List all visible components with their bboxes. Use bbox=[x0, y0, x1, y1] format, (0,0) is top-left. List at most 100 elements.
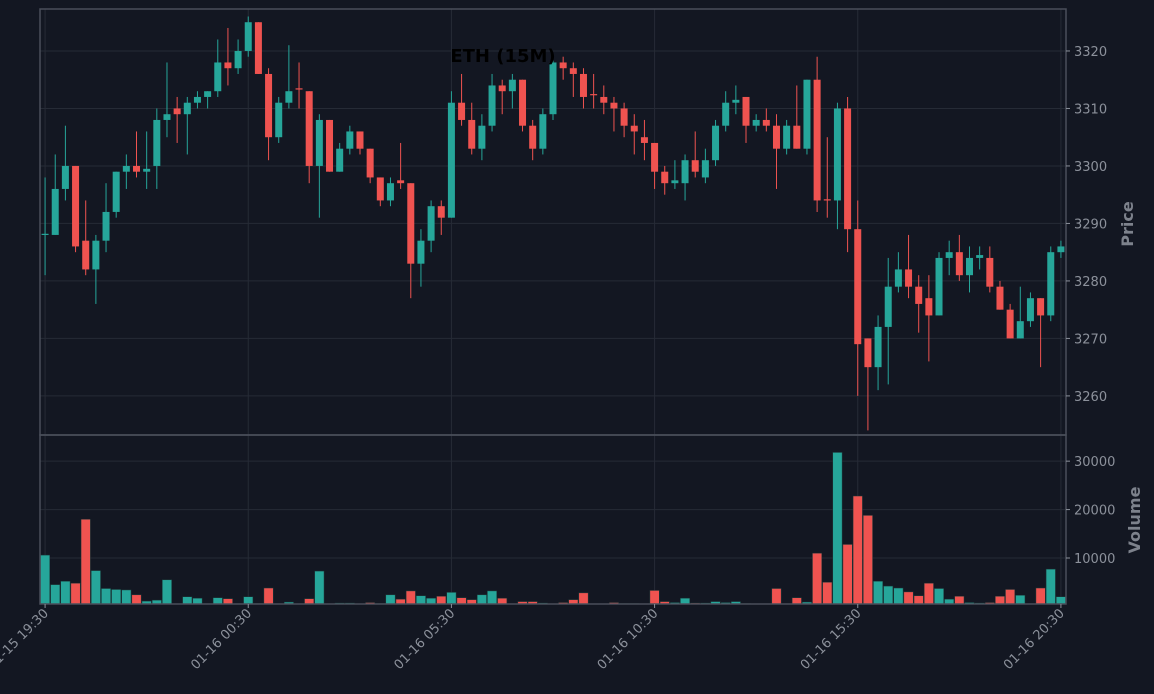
candle-body bbox=[498, 85, 506, 92]
volume-bar bbox=[832, 452, 843, 605]
volume-bar bbox=[995, 596, 1005, 605]
volume-bar bbox=[212, 597, 223, 605]
candle-body bbox=[386, 183, 394, 201]
volume-bar bbox=[954, 596, 965, 605]
y-tick-label: 3280 bbox=[1074, 275, 1107, 290]
candle-body bbox=[265, 73, 273, 138]
volume-bar bbox=[1005, 589, 1016, 605]
candle-body bbox=[1057, 246, 1065, 253]
candle-body bbox=[122, 165, 130, 172]
candle-body bbox=[783, 125, 791, 149]
volume-bar bbox=[304, 598, 315, 605]
candle-body bbox=[803, 79, 811, 149]
candle-body bbox=[823, 199, 831, 201]
volume-bar bbox=[70, 582, 81, 605]
volume-bar bbox=[1035, 587, 1046, 605]
candle-body bbox=[894, 269, 902, 287]
candle-body bbox=[722, 102, 730, 126]
candle-body bbox=[407, 183, 415, 264]
volume-bar bbox=[162, 579, 172, 605]
candle-body bbox=[254, 22, 262, 74]
volume-bar bbox=[487, 590, 497, 605]
volume-bar bbox=[314, 570, 325, 605]
candle-body bbox=[376, 177, 384, 201]
candle-body bbox=[752, 119, 760, 126]
candle-body bbox=[478, 125, 486, 149]
candle-body bbox=[326, 119, 334, 172]
chart-title: ETH (15M) bbox=[450, 46, 555, 67]
candle-body bbox=[539, 114, 547, 149]
candle-body bbox=[51, 188, 59, 235]
candle-body bbox=[630, 125, 638, 132]
volume-bar bbox=[436, 596, 447, 605]
candle-body bbox=[681, 160, 689, 184]
candle-body bbox=[976, 255, 984, 258]
volume-bar bbox=[934, 588, 944, 605]
candle-body bbox=[427, 206, 435, 241]
candle-body bbox=[772, 125, 780, 149]
volume-bar bbox=[50, 584, 61, 605]
candle-body bbox=[305, 91, 313, 166]
volume-bar bbox=[121, 589, 132, 605]
volume-bar bbox=[822, 581, 833, 605]
candle-body bbox=[620, 108, 628, 126]
volume-bar bbox=[680, 597, 690, 605]
candle-body bbox=[468, 119, 476, 149]
y-tick-label: 3310 bbox=[1074, 102, 1107, 117]
candle-body bbox=[285, 91, 293, 103]
volume-bar bbox=[263, 587, 274, 605]
candle-body bbox=[600, 96, 608, 103]
candle-body bbox=[295, 88, 303, 90]
volume-bar bbox=[405, 590, 416, 605]
candle-body bbox=[915, 286, 923, 304]
volume-bar bbox=[903, 591, 914, 605]
volume-bar bbox=[426, 597, 437, 605]
candle-body bbox=[701, 160, 709, 178]
candle-body bbox=[133, 165, 141, 172]
candle-body bbox=[549, 62, 557, 115]
candle-body bbox=[905, 269, 913, 287]
candle-body bbox=[72, 165, 80, 247]
candle-body bbox=[996, 286, 1004, 310]
y-tick-label: 3260 bbox=[1074, 390, 1107, 405]
candle-body bbox=[82, 240, 90, 270]
volume-bar bbox=[111, 589, 122, 605]
volume-bar bbox=[40, 554, 51, 605]
candle-body bbox=[1006, 309, 1014, 339]
volume-bar bbox=[842, 544, 853, 605]
candle-body bbox=[488, 85, 496, 126]
volume-bar bbox=[385, 594, 396, 605]
candle-body bbox=[610, 102, 618, 109]
candle-body bbox=[793, 125, 801, 149]
candle-body bbox=[925, 298, 933, 316]
candle-body bbox=[854, 229, 862, 345]
candle-body bbox=[844, 108, 852, 230]
candle-body bbox=[346, 131, 354, 149]
candle-body bbox=[224, 62, 232, 69]
candle-body bbox=[691, 160, 699, 172]
candle-body bbox=[569, 68, 577, 74]
volume-bar bbox=[1055, 596, 1066, 605]
volume-bar bbox=[812, 552, 823, 605]
candle-body bbox=[935, 257, 943, 316]
candle-body bbox=[965, 257, 973, 276]
candle-body bbox=[315, 119, 323, 166]
y-tick-label: 3320 bbox=[1074, 45, 1107, 60]
volume-bar bbox=[223, 598, 233, 605]
volume-bar bbox=[446, 592, 457, 605]
candle-body bbox=[640, 137, 648, 143]
candle-body bbox=[417, 240, 425, 264]
volume-bar bbox=[791, 597, 802, 605]
volume-bar bbox=[649, 590, 660, 605]
volume-bar bbox=[923, 582, 934, 605]
y-tick-label: 3300 bbox=[1074, 160, 1107, 175]
y-tick-label: 3270 bbox=[1074, 332, 1107, 347]
candle-body bbox=[275, 102, 283, 138]
volume-tick-label: 10000 bbox=[1074, 552, 1115, 567]
candle-body bbox=[143, 168, 151, 172]
volume-bar bbox=[913, 595, 924, 605]
candle-body bbox=[336, 148, 344, 172]
volume-bar bbox=[60, 580, 71, 605]
